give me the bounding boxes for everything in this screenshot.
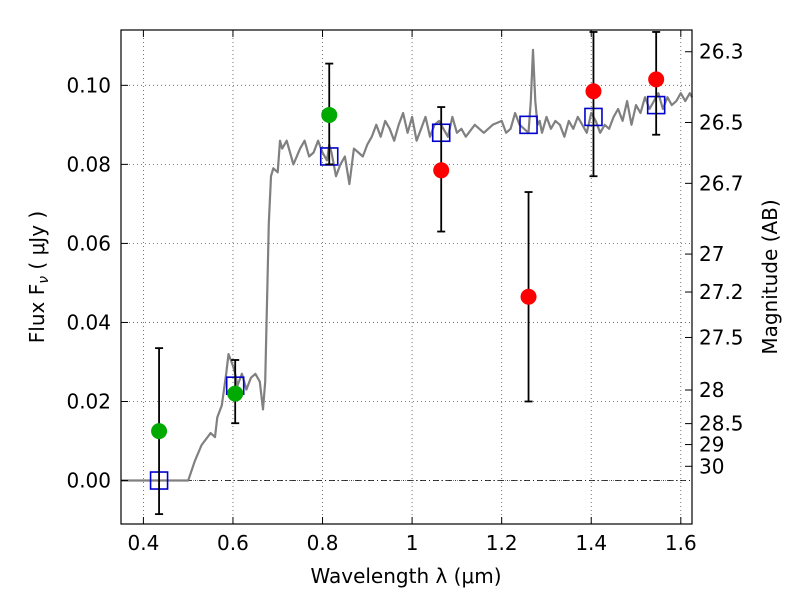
spectrum-line-group xyxy=(121,48,693,482)
green-point xyxy=(321,106,338,123)
x-tick-label: 1.2 xyxy=(486,531,518,555)
x-tick-label: 0.4 xyxy=(127,531,159,555)
y-tick-label: 0.04 xyxy=(66,310,111,334)
x-tick-label: 1.4 xyxy=(575,531,607,555)
y-tick-label: 0.08 xyxy=(66,152,111,176)
y-tick-label: 0.06 xyxy=(66,231,111,255)
y-tick-label: 0.02 xyxy=(66,389,111,413)
model-square xyxy=(519,115,538,135)
right-tick-label: 27 xyxy=(699,242,724,266)
y-axis-ticks: 0.00 0.02 0.04 0.06 0.08 0.10 xyxy=(66,73,128,493)
x-axis-ticks: 0.4 0.6 0.8 1 1.2 1.4 1.6 xyxy=(127,30,697,555)
plot-frame xyxy=(120,29,693,525)
x-tick-label: 1.6 xyxy=(665,531,697,555)
red-point xyxy=(585,83,602,100)
errorbars-group xyxy=(155,31,661,516)
red-point xyxy=(520,288,537,305)
y-tick-label: 0.00 xyxy=(66,469,111,493)
x-tick-label: 0.8 xyxy=(307,531,339,555)
x-axis-label: Wavelength λ (μm) xyxy=(310,564,501,588)
right-tick-label: 28 xyxy=(699,378,724,402)
grid-lines xyxy=(121,30,692,524)
spectrum-line xyxy=(121,48,693,482)
measurement-circles-group xyxy=(151,71,665,440)
right-axis-label: Magnitude (AB) xyxy=(758,199,782,354)
right-tick-label: 26.5 xyxy=(699,110,744,134)
green-point xyxy=(227,385,244,402)
x-tick-label: 1 xyxy=(406,531,419,555)
y-axis-label: Flux Fν ( μJy ) xyxy=(25,211,52,343)
right-tick-label: 27.5 xyxy=(699,325,744,349)
right-tick-label: 27.2 xyxy=(699,280,744,304)
right-tick-label: 26.7 xyxy=(699,171,744,195)
right-tick-label: 30 xyxy=(699,454,724,478)
red-point xyxy=(648,71,665,88)
right-tick-label: 28.5 xyxy=(699,412,744,436)
x-tick-label: 0.6 xyxy=(217,531,249,555)
right-tick-label: 26.3 xyxy=(699,40,744,64)
green-point xyxy=(151,423,168,440)
right-tick-label: 29 xyxy=(699,433,724,457)
model-squares-group xyxy=(149,95,666,490)
red-point xyxy=(433,162,450,179)
y-tick-label: 0.10 xyxy=(66,73,111,97)
